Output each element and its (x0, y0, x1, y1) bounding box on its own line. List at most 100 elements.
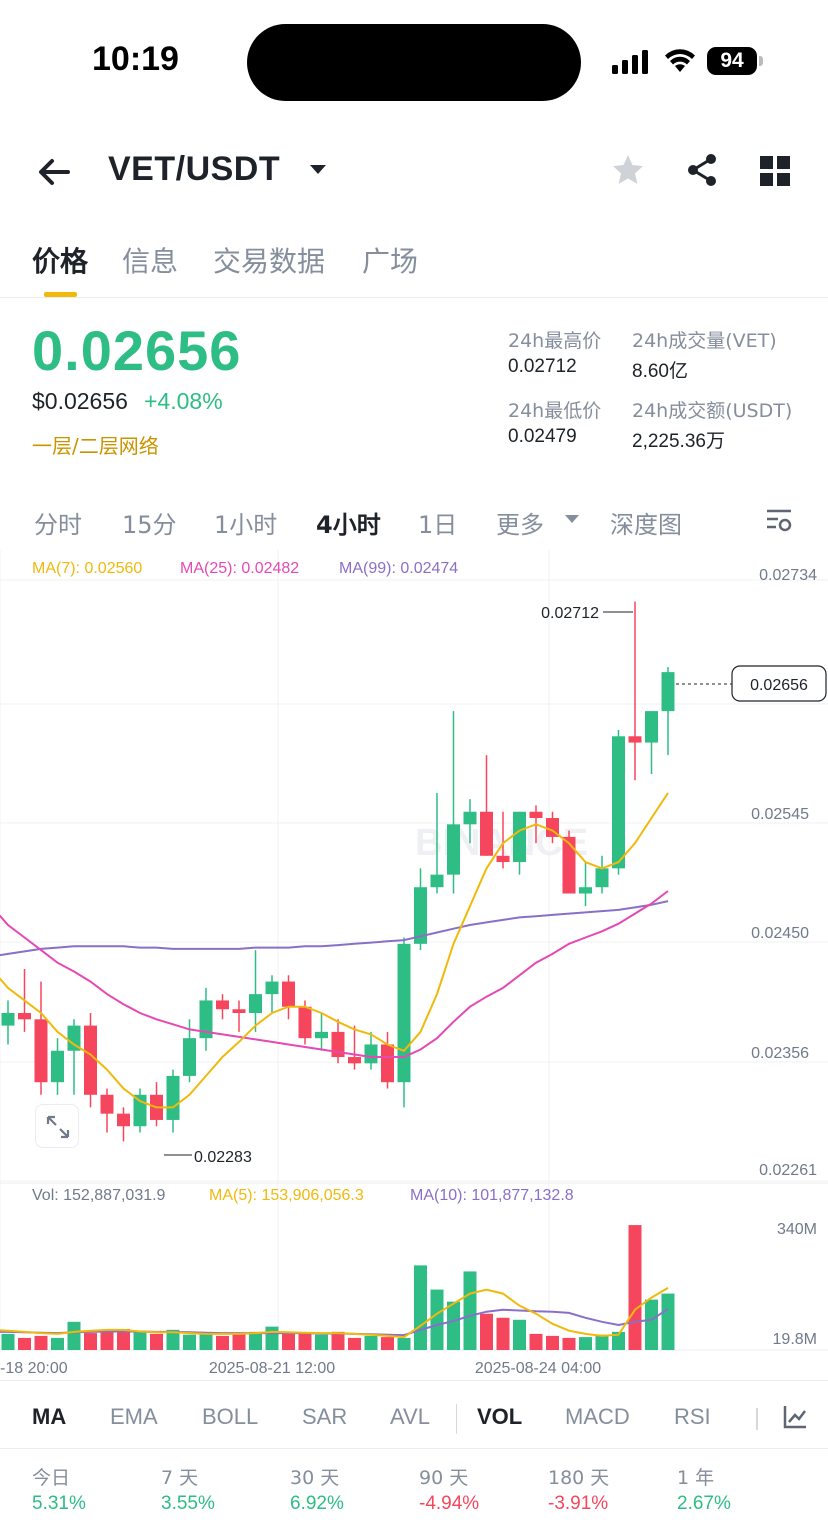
interval-time-share[interactable]: 分时 (34, 511, 82, 539)
tab-square[interactable]: 广场 (362, 245, 419, 278)
indicator-overflow-edge (756, 1408, 758, 1430)
legend-ma7: MA(7): 0.02560 (32, 560, 142, 577)
perf-label: 7 天 (161, 1467, 199, 1489)
candle-body (166, 1075, 180, 1120)
candle-body (414, 887, 427, 944)
interval-4h[interactable]: 4小时 (316, 511, 381, 539)
back-arrow-icon[interactable] (34, 152, 74, 192)
volume-bar (546, 1335, 559, 1350)
low-marker-label: 0.02283 (194, 1149, 252, 1166)
stat-volume-value: 8.60亿 (632, 361, 688, 382)
ma7-line (0, 792, 669, 1109)
candle-body (397, 943, 411, 1083)
trading-pair-title[interactable]: VET/USDT (108, 150, 281, 188)
price-axis-label: 0.02261 (759, 1162, 817, 1179)
volume-ma-lines (0, 1287, 669, 1339)
indicator-macd[interactable]: MACD (565, 1404, 630, 1429)
caret-down-icon[interactable] (308, 160, 328, 180)
favorite-star-icon[interactable] (610, 152, 646, 188)
volume-bar (315, 1334, 328, 1350)
current-price-tag: 0.02656 (750, 677, 808, 694)
indicator-sar[interactable]: SAR (302, 1404, 348, 1429)
volume-bar (18, 1337, 31, 1350)
perf-label: 90 天 (419, 1467, 469, 1489)
indicator-avl[interactable]: AVL (390, 1404, 430, 1429)
volume-bar (150, 1333, 163, 1350)
tab-price[interactable]: 价格 (32, 245, 89, 278)
tab-trading-data[interactable]: 交易数据 (213, 245, 326, 278)
interval-15m[interactable]: 15分 (122, 511, 177, 539)
battery-tip (759, 56, 763, 66)
indicator-boll[interactable]: BOLL (202, 1404, 259, 1429)
chart-settings-icon[interactable] (764, 505, 794, 535)
volume-bar (579, 1337, 592, 1350)
grid-menu-icon[interactable] (758, 154, 792, 188)
volume-bar (282, 1333, 295, 1350)
stat-turnover-value: 2,225.36万 (632, 431, 725, 452)
candle-body (117, 1113, 130, 1127)
volume-bar (1, 1333, 15, 1350)
tabs-divider (0, 297, 828, 298)
volume-bar (51, 1337, 64, 1350)
volume-legend: Vol: 152,887,031.9 (32, 1187, 166, 1204)
candle-body (579, 887, 592, 894)
price-axis-label: 0.02450 (751, 925, 809, 942)
interval-1h[interactable]: 1小时 (214, 511, 278, 539)
perf-value: -3.91% (548, 1493, 609, 1514)
kline-chart[interactable]: BINANCE MA(7): 0.02560 MA(25): 0.02482 M… (0, 550, 828, 1380)
candle-body (661, 672, 675, 712)
cellular-signal-icon (612, 50, 648, 74)
high-marker-label: 0.02712 (541, 605, 599, 622)
indicator-ema[interactable]: EMA (110, 1404, 158, 1429)
candle-body (496, 855, 510, 863)
stat-high-label: 24h最高价 (508, 330, 602, 352)
interval-depth[interactable]: 深度图 (610, 511, 682, 539)
volume-axis-bottom: 19.8M (773, 1331, 817, 1348)
candle-body (67, 1025, 81, 1051)
perf-label: 30 天 (290, 1467, 340, 1489)
volume-bar (364, 1335, 378, 1350)
candle-body (480, 811, 493, 856)
candle-body (364, 1044, 378, 1064)
indicator-settings-icon[interactable] (782, 1404, 808, 1430)
volume-bar (480, 1313, 493, 1350)
last-price: 0.02656 (32, 319, 242, 382)
volume-bar (628, 1225, 642, 1350)
candle-body (265, 981, 279, 995)
candle-body (232, 1009, 246, 1014)
volume-bar (661, 1293, 675, 1350)
indicator-ma[interactable]: MA (32, 1404, 67, 1429)
interval-1d[interactable]: 1日 (418, 511, 458, 539)
volume-bar (397, 1337, 411, 1350)
volume-bar (232, 1333, 246, 1350)
candle-body (183, 1038, 196, 1076)
stat-volume-label: 24h成交量(VET) (632, 330, 777, 352)
indicator-vol[interactable]: VOL (477, 1404, 523, 1429)
perf-value: 3.55% (161, 1493, 215, 1514)
volume-bar (298, 1333, 312, 1350)
time-axis-label: -18 20:00 (0, 1360, 68, 1377)
volume-bar (447, 1301, 460, 1350)
candle-body (84, 1025, 97, 1095)
candles (1, 601, 675, 1142)
time-axis-label: 2025-08-21 12:00 (209, 1360, 335, 1377)
share-icon[interactable] (684, 152, 720, 188)
stat-turnover-label: 24h成交额(USDT) (632, 400, 793, 422)
fullscreen-button[interactable] (35, 1104, 79, 1148)
candle-body (628, 736, 642, 743)
stat-low-value: 0.02479 (508, 426, 577, 447)
volume-bar (216, 1335, 229, 1350)
interval-more[interactable]: 更多 (496, 511, 544, 539)
candle-body (298, 1006, 312, 1039)
tab-info[interactable]: 信息 (122, 245, 179, 278)
volume-bar (331, 1331, 345, 1350)
expand-icon (46, 1115, 70, 1139)
candle-body (612, 736, 625, 869)
volume-bar (645, 1299, 658, 1350)
candle-body (381, 1044, 394, 1083)
indicator-rsi[interactable]: RSI (674, 1404, 711, 1429)
volume-ma10-legend: MA(10): 101,877,132.8 (410, 1187, 574, 1204)
caret-down-icon[interactable] (564, 512, 580, 526)
candle-body (447, 824, 460, 875)
network-tag[interactable]: 一层/二层网络 (32, 434, 159, 458)
